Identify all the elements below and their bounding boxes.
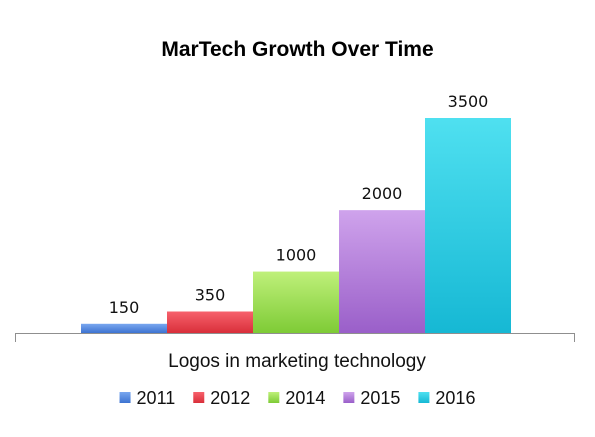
bar-value-label-2011: 150 [109,298,140,317]
legend-swatch-2011 [119,392,131,403]
legend-label-2011: 2011 [137,388,176,408]
bar-2015 [339,210,425,333]
legend-label-2012: 2012 [210,388,250,408]
legend-item-2014: 2014 [268,388,325,408]
legend-item-2016: 2016 [418,388,475,408]
legend-label-2014: 2014 [285,388,325,408]
bar-value-label-2014: 1000 [276,246,317,265]
legend-item-2012: 2012 [193,388,250,408]
legend-swatch-2015 [343,392,355,403]
bar-2016 [425,118,511,333]
legend-swatch-2014 [268,392,280,403]
legend-item-2015: 2015 [343,388,400,408]
legend-label-2015: 2015 [360,388,400,408]
legend-swatch-2016 [418,392,430,403]
bar-value-label-2015: 2000 [362,184,403,203]
legend-label-2016: 2016 [435,388,475,408]
bar-2011 [81,323,167,333]
bar-2014 [253,271,339,333]
legend-item-2011: 2011 [119,388,176,408]
bar-value-label-2016: 3500 [448,92,489,111]
legend-swatch-2012 [193,392,205,403]
bar-2012 [167,311,253,333]
bar-value-label-2012: 350 [195,286,226,305]
chart-title: MarTech Growth Over Time [161,38,434,61]
x-axis-label: Logos in marketing technology [168,351,426,372]
